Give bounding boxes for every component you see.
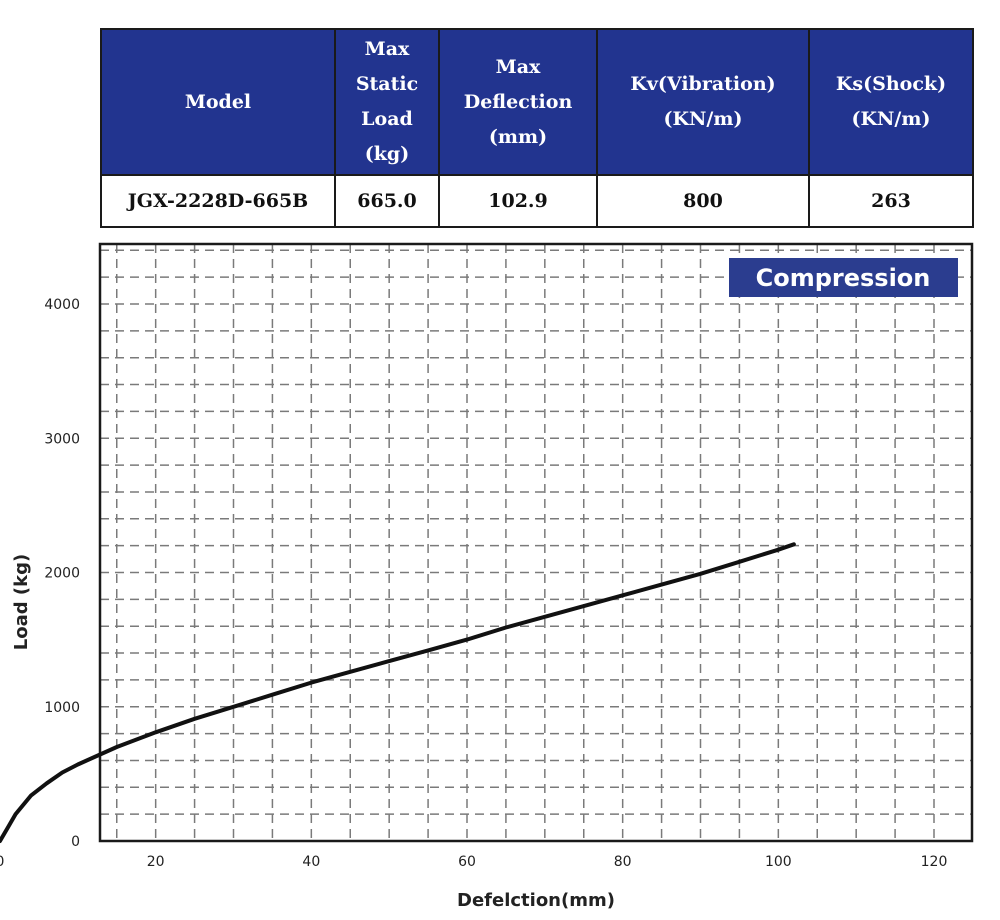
y-tick-label: 2000 — [44, 566, 80, 582]
header-kv-vibration: Kv(Vibration) (KN/m) — [596, 28, 810, 176]
y-tick-label: 0 — [71, 834, 80, 850]
spec-table: Model Max Static Load (kg) Max Deflectio… — [100, 28, 974, 228]
x-tick-label: 40 — [302, 854, 320, 870]
y-tick-label: 4000 — [44, 297, 80, 313]
table-row: JGX-2228D-665B 665.0 102.9 800 263 — [100, 174, 974, 228]
x-tick-label: 80 — [614, 854, 632, 870]
x-tick-label: 120 — [921, 854, 948, 870]
load-deflection-chart: Compression 0 20 40 60 80 100 120 0 1000 2000 3000… — [0, 242, 974, 911]
cell-kv-vibration: 800 — [596, 174, 810, 228]
y-tick-label: 3000 — [44, 431, 80, 447]
cell-max-deflection: 102.9 — [438, 174, 598, 228]
x-tick-label: 0 — [0, 854, 4, 870]
spec-header-row: Model Max Static Load (kg) Max Deflectio… — [100, 28, 974, 176]
header-model: Model — [100, 28, 336, 176]
compression-badge-bg — [729, 258, 958, 297]
cell-model: JGX-2228D-665B — [100, 174, 336, 228]
x-tick-label: 20 — [147, 854, 165, 870]
x-tick-label: 100 — [765, 854, 792, 870]
compression-badge-label: Compression — [756, 264, 931, 292]
x-tick-label: 60 — [458, 854, 476, 870]
cell-ks-shock: 263 — [808, 174, 974, 228]
axis-ticks: 0 20 40 60 80 100 120 0 1000 2000 3000 4000 — [0, 297, 947, 870]
cell-max-static-load: 665.0 — [334, 174, 440, 228]
header-max-deflection: Max Deflection (mm) — [438, 28, 598, 176]
header-max-static-load: Max Static Load (kg) — [334, 28, 440, 176]
compression-badge: Compression — [729, 258, 958, 297]
y-tick-label: 1000 — [44, 700, 80, 716]
plot-frame — [98, 242, 974, 843]
chart-grid — [100, 244, 972, 841]
y-axis-label: Load (kg) — [11, 554, 32, 650]
x-axis-label: Defelction(mm) — [457, 890, 615, 911]
load-deflection-line — [0, 542, 796, 843]
header-ks-shock: Ks(Shock) (KN/m) — [808, 28, 974, 176]
